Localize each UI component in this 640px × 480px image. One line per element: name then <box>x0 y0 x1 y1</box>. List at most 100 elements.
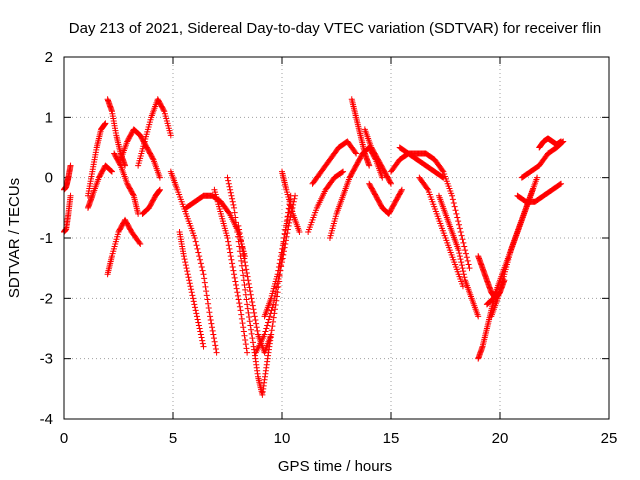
data-point <box>226 183 233 190</box>
data-point <box>187 283 194 290</box>
data-point <box>230 267 237 274</box>
data-point <box>466 265 473 272</box>
data-point <box>231 209 238 216</box>
series-arc-30 <box>475 253 508 302</box>
data-point <box>285 213 292 220</box>
data-point <box>192 238 199 245</box>
data-point <box>455 247 462 254</box>
data-point <box>209 324 216 331</box>
data-point <box>243 266 250 273</box>
data-point <box>245 277 252 284</box>
data-point <box>246 284 253 291</box>
x-axis-label: GPS time / hours <box>278 458 392 475</box>
data-point <box>462 247 469 254</box>
series-arc-12 <box>176 228 207 350</box>
data-point <box>280 238 287 245</box>
data-point <box>186 280 193 287</box>
data-point <box>244 273 251 280</box>
data-point <box>251 309 258 316</box>
data-point <box>226 245 233 252</box>
data-point <box>449 192 456 199</box>
data-point <box>244 349 251 356</box>
data-point <box>241 259 248 266</box>
data-point <box>276 260 283 267</box>
data-point <box>238 315 245 322</box>
data-point <box>190 298 197 305</box>
data-point <box>278 249 285 256</box>
data-point <box>459 283 466 290</box>
data-point <box>156 186 163 193</box>
data-point <box>236 303 243 310</box>
data-point <box>379 174 386 181</box>
data-point <box>197 331 204 338</box>
data-point <box>199 340 206 347</box>
data-point <box>241 282 248 289</box>
data-point <box>283 220 290 227</box>
data-point <box>160 107 167 114</box>
data-point <box>557 181 564 188</box>
data-point <box>456 250 463 257</box>
data-point <box>197 328 204 335</box>
y-tick-label: 1 <box>45 109 53 126</box>
data-point <box>267 310 274 317</box>
data-point <box>240 251 247 258</box>
data-point <box>558 138 565 145</box>
data-point <box>241 332 248 339</box>
data-point <box>455 218 462 225</box>
data-point <box>462 250 469 257</box>
data-point <box>460 239 467 246</box>
data-point <box>197 256 204 263</box>
series-arc-24 <box>361 126 394 187</box>
data-point <box>238 311 245 318</box>
data-point <box>180 253 187 260</box>
data-point <box>195 249 202 256</box>
data-point <box>265 316 272 323</box>
x-tick-label: 20 <box>492 430 509 447</box>
data-point <box>249 298 256 305</box>
data-point <box>233 219 240 226</box>
data-point <box>253 320 260 327</box>
data-point <box>458 259 465 266</box>
data-point <box>458 232 465 239</box>
data-point <box>225 238 232 245</box>
data-point <box>136 239 143 246</box>
data-point <box>212 346 219 353</box>
data-point <box>107 167 114 174</box>
data-point <box>238 237 245 244</box>
data-point <box>270 314 277 321</box>
data-point <box>449 196 456 203</box>
data-point <box>240 272 247 279</box>
data-point <box>247 288 254 295</box>
series-arc-14 <box>211 186 251 356</box>
data-point <box>232 278 239 285</box>
data-point <box>252 317 259 324</box>
series-arc-15 <box>224 174 275 398</box>
data-point <box>366 162 373 169</box>
data-point <box>243 269 250 276</box>
data-point <box>183 265 190 272</box>
data-point <box>236 230 243 237</box>
data-point <box>201 279 208 286</box>
data-point <box>277 253 284 260</box>
data-point <box>239 320 246 327</box>
data-point <box>201 275 208 282</box>
data-point <box>191 235 198 241</box>
data-point <box>352 149 359 156</box>
data-point <box>464 257 471 264</box>
series-arc-26 <box>388 150 447 181</box>
y-tick-label: -1 <box>40 230 53 247</box>
y-tick-label: 2 <box>45 49 53 66</box>
data-point <box>182 259 189 266</box>
data-point <box>253 324 260 331</box>
data-point <box>190 295 197 302</box>
data-point <box>189 292 196 299</box>
data-point <box>254 327 261 334</box>
data-point <box>197 260 204 267</box>
data-point <box>195 322 202 329</box>
data-point <box>281 235 288 241</box>
data-point <box>274 271 281 278</box>
data-point <box>194 316 201 323</box>
data-point <box>460 268 467 275</box>
series-arc-29 <box>435 192 482 320</box>
data-point <box>188 286 195 293</box>
